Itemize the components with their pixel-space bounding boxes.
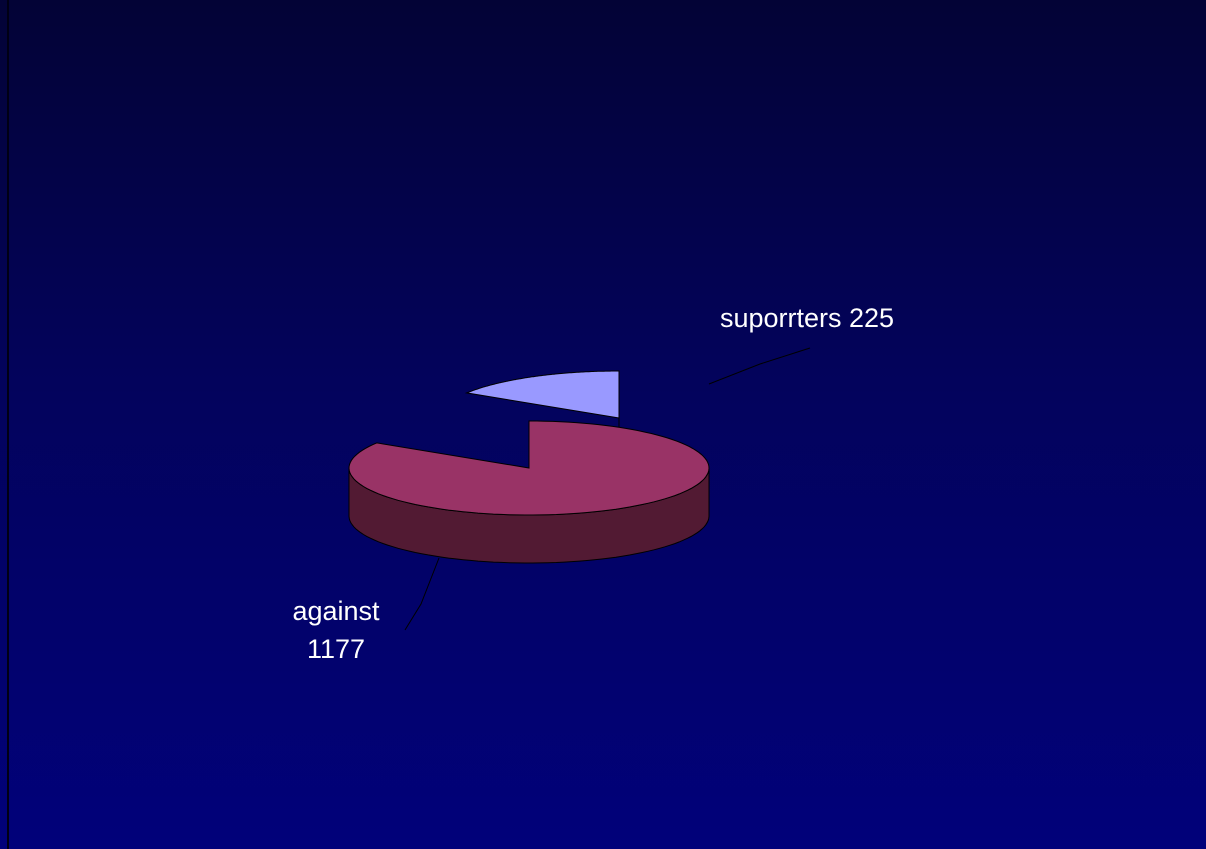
slice-suporrters	[464, 370, 620, 419]
data-label-against: against 1177	[292, 596, 380, 664]
data-label-suporrters: suporrters 225	[720, 303, 894, 333]
slice-against	[348, 420, 710, 516]
data-label-line: suporrters 225	[720, 303, 894, 333]
leader-line-against	[404, 557, 440, 631]
leader-line-suporrters	[708, 347, 811, 385]
slide-frame-edge	[7, 0, 9, 849]
data-label-line: against	[292, 596, 380, 626]
data-label-line: 1177	[307, 634, 365, 664]
